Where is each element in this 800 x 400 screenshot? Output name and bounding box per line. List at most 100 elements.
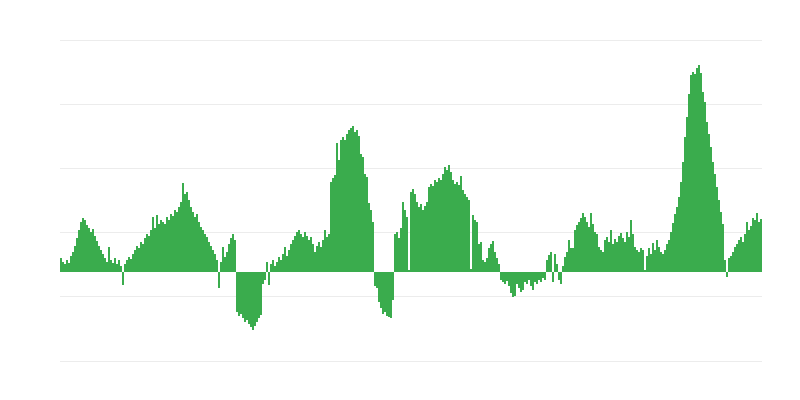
- bar: [370, 210, 372, 272]
- bar: [260, 272, 262, 315]
- bar: [728, 258, 730, 272]
- bar: [702, 92, 704, 272]
- bar: [482, 260, 484, 272]
- bar: [474, 220, 476, 272]
- bar: [472, 215, 474, 272]
- bar: [666, 244, 668, 272]
- bar: [558, 272, 560, 280]
- bar: [272, 260, 274, 272]
- bar: [320, 247, 322, 272]
- bar: [618, 236, 620, 272]
- bar: [380, 272, 382, 308]
- bar: [358, 136, 360, 272]
- bar: [486, 258, 488, 272]
- bar: [528, 272, 530, 280]
- bar: [726, 272, 728, 277]
- bar: [448, 165, 450, 272]
- bar: [470, 269, 472, 272]
- bar: [452, 180, 454, 272]
- bar: [224, 257, 226, 272]
- bar: [644, 270, 646, 272]
- bar: [588, 227, 590, 272]
- bar: [656, 240, 658, 272]
- bar: [298, 230, 300, 272]
- bar: [462, 190, 464, 272]
- bar: [700, 73, 702, 272]
- bar: [706, 122, 708, 272]
- bar: [302, 237, 304, 272]
- bar: [654, 250, 656, 272]
- bar: [362, 157, 364, 272]
- bar: [532, 272, 534, 290]
- bar: [690, 75, 692, 272]
- bar: [198, 222, 200, 272]
- bar: [84, 220, 86, 272]
- bar: [484, 262, 486, 272]
- bar: [140, 242, 142, 272]
- bar: [312, 244, 314, 272]
- bar: [530, 272, 532, 286]
- bar: [476, 222, 478, 272]
- bar: [172, 216, 174, 272]
- bar: [516, 272, 518, 284]
- gridline: [60, 296, 762, 297]
- bar: [112, 263, 114, 272]
- gridline: [60, 104, 762, 105]
- bar: [398, 238, 400, 272]
- bar: [648, 248, 650, 272]
- bar: [346, 134, 348, 272]
- bar: [206, 237, 208, 272]
- bar: [386, 272, 388, 316]
- bar: [234, 240, 236, 272]
- bar: [658, 247, 660, 272]
- bar: [236, 272, 238, 312]
- bar: [538, 272, 540, 280]
- bar: [422, 210, 424, 272]
- bar: [598, 247, 600, 272]
- bar: [228, 244, 230, 272]
- bar: [276, 262, 278, 272]
- bar: [688, 94, 690, 272]
- bar: [738, 240, 740, 272]
- bar: [156, 215, 158, 272]
- bar: [122, 272, 124, 285]
- bar: [566, 252, 568, 272]
- bar: [468, 200, 470, 272]
- bar: [416, 202, 418, 272]
- bar: [710, 147, 712, 272]
- bar: [748, 230, 750, 272]
- bar: [222, 247, 224, 272]
- bar: [410, 192, 412, 272]
- bar: [292, 240, 294, 272]
- bar: [208, 242, 210, 272]
- bar: [554, 254, 556, 272]
- bar: [218, 272, 220, 288]
- bar: [332, 178, 334, 272]
- bar: [512, 272, 514, 297]
- bar: [280, 260, 282, 272]
- bar: [226, 252, 228, 272]
- bar: [62, 262, 64, 272]
- bar: [572, 248, 574, 272]
- bar: [116, 264, 118, 272]
- bar: [478, 244, 480, 272]
- bar: [466, 197, 468, 272]
- bar: [564, 257, 566, 272]
- bar: [262, 272, 264, 284]
- bar: [184, 194, 186, 272]
- bar: [678, 197, 680, 272]
- bar: [254, 272, 256, 326]
- bar: [194, 217, 196, 272]
- bar: [594, 232, 596, 272]
- bar: [576, 225, 578, 272]
- bar: [638, 252, 640, 272]
- bar: [682, 162, 684, 272]
- bar: [314, 252, 316, 272]
- bar: [446, 170, 448, 272]
- bar: [316, 246, 318, 272]
- bar: [608, 242, 610, 272]
- bar: [134, 250, 136, 272]
- bar: [734, 247, 736, 272]
- bar: [534, 272, 536, 282]
